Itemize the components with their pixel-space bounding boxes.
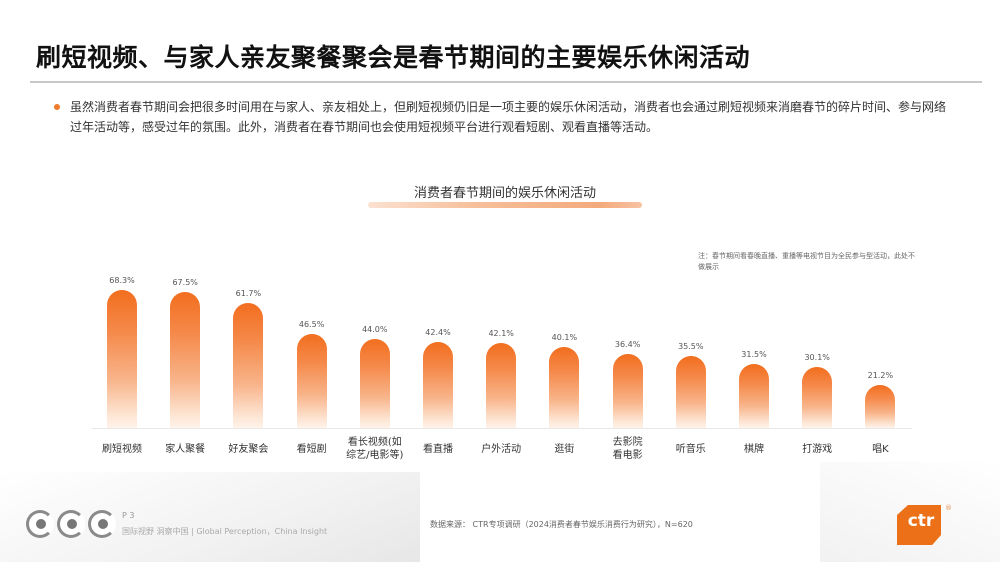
footer-tagline: 国际视野 洞察中国 | Global Perception，China Insi… [122,527,328,536]
category-label: 棋牌 [744,444,764,455]
chart-note: 注：春节期间看春晚直播、重播等电视节目为全民参与型活动，此处不做展示 [698,252,915,271]
page-number: P 3 [122,511,135,520]
bar-value-label: 31.5% [741,350,767,360]
certification-badge-icon [26,510,54,538]
bar-value-label: 67.5% [172,277,198,287]
registered-mark: ® [945,504,952,512]
category-label: 刷短视频 [102,444,142,455]
bar-group: 35.5% 听音乐 [661,260,725,460]
summary-text: 虽然消费者春节期间会把很多时间用在与家人、亲友相处上，但刷短视频仍旧是一项主要的… [70,100,947,134]
chart-baseline [92,428,912,429]
bar-value-label: 35.5% [678,342,704,352]
category-label: 逛街 [554,444,575,455]
bar-group: 68.3% 刷短视频 [92,260,156,460]
bar-value-label: 40.1% [551,332,578,342]
bar-value-label: 42.4% [425,328,451,338]
category-label: 看短剧 [296,444,327,455]
bar-group: 21.2% 唱K [850,260,914,460]
bar [233,303,264,428]
category-label: 看长视频(如 综艺/电影等) [346,437,404,461]
bar-group: 44.0% 看长视频(如 综艺/电影等) [345,260,409,461]
data-source: 数据来源： CTR专项调研（2024消费者春节娱乐消费行为研究），N=620 [430,520,693,529]
bar [359,339,390,428]
category-label: 唱K [872,444,889,455]
bar [423,342,453,428]
bar [486,342,517,428]
title-divider [30,81,982,83]
chart-title-block: 消费者春节期间的娱乐休闲活动 [362,182,648,212]
bullet-dot-icon [54,104,60,110]
bar-group: 61.7% 好友聚会 [218,260,282,460]
certification-logos [26,510,116,538]
category-label: 家人聚餐 [165,444,206,455]
bar-value-label: 42.1% [488,328,514,338]
bar [739,364,769,428]
bar-group: 31.5% 棋牌 [724,260,788,460]
summary-bullet: 虽然消费者春节期间会把很多时间用在与家人、亲友相处上，但刷短视频仍旧是一项主要的… [54,97,950,137]
category-label: 户外活动 [481,444,522,455]
bar [612,354,643,428]
certification-badge-icon [57,510,85,538]
bar-group: 42.4% 看直播 [408,260,472,460]
bar-group: 30.1% 打游戏 [787,260,851,460]
certification-badge-icon [88,510,116,538]
bar-group: 42.1% 户外活动 [471,260,535,460]
chart-title-underline [368,202,642,208]
category-label: 去影院 看电影 [612,437,643,461]
bar-group: 67.5% 家人聚餐 [155,260,219,460]
bar [107,290,137,428]
bar-group: 40.1% 逛街 [534,260,598,460]
bar [675,356,706,428]
bar-value-label: 30.1% [804,353,830,363]
bar-value-label: 68.3% [109,276,135,285]
ctr-logo-text: ctr [907,511,935,531]
bar-chart: 68.3% 刷短视频 67.5% 家人聚餐 61.7% 好友聚会 46.5% 看短剧 44.0%… [92,260,932,461]
bar [549,346,580,428]
bar-value-label: 36.4% [614,340,641,350]
bar-value-label: 44.0% [362,325,388,335]
ctr-logo-icon [897,505,941,545]
page-title: 刷短视频、与家人亲友聚餐聚会是春节期间的主要娱乐休闲活动 [36,43,751,72]
bar [865,385,896,428]
bar-value-label: 46.5% [298,320,325,330]
bar [170,291,201,428]
category-label: 打游戏 [802,444,833,455]
bar-group: 46.5% 看短剧 [282,260,346,460]
chart-title: 消费者春节期间的娱乐休闲活动 [413,186,596,201]
bar-group: 36.4% 去影院 看电影 [598,260,662,461]
bar [802,367,833,428]
category-label: 看直播 [423,444,453,455]
bar [296,334,327,428]
category-label: 好友聚会 [228,444,269,455]
bar-value-label: 21.2% [867,371,894,381]
bar-value-label: 61.7% [235,289,262,299]
category-label: 听音乐 [675,444,706,455]
